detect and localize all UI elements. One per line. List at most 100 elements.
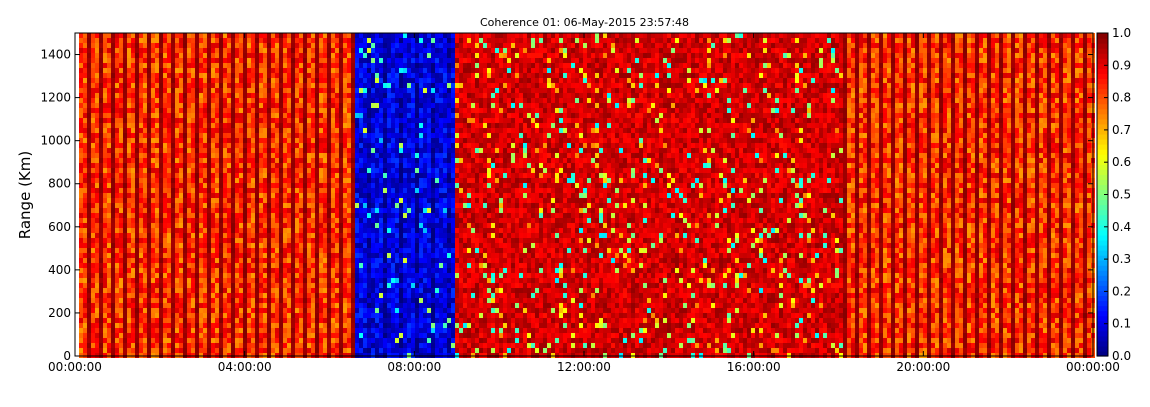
heatmap-cell xyxy=(307,338,311,343)
heatmap-cell xyxy=(295,38,299,43)
heatmap-cell xyxy=(323,163,327,168)
heatmap-cell xyxy=(215,338,219,343)
heatmap-cell xyxy=(155,93,159,98)
heatmap-cell xyxy=(199,298,203,303)
heatmap-cell xyxy=(187,238,191,243)
heatmap-cell xyxy=(339,63,343,68)
heatmap-cell xyxy=(95,73,99,78)
heatmap-cell xyxy=(343,338,347,343)
heatmap-cell xyxy=(379,198,383,203)
heatmap-cell xyxy=(163,38,167,43)
heatmap-cell xyxy=(123,263,127,268)
heatmap-cell xyxy=(107,168,111,173)
heatmap-cell xyxy=(163,83,167,88)
heatmap-cell xyxy=(211,303,215,308)
heatmap-cell xyxy=(207,43,211,48)
heatmap-cell xyxy=(311,113,315,118)
heatmap-cell xyxy=(359,328,363,333)
heatmap-cell xyxy=(279,93,283,98)
heatmap-cell xyxy=(167,193,171,198)
heatmap-cell xyxy=(179,78,183,83)
heatmap-cell xyxy=(315,178,319,183)
heatmap-cell xyxy=(319,333,323,338)
heatmap-cell xyxy=(279,248,283,253)
heatmap-cell xyxy=(235,38,239,43)
heatmap-cell xyxy=(135,38,139,43)
heatmap-cell xyxy=(175,178,179,183)
heatmap-cell xyxy=(219,198,223,203)
heatmap-cell xyxy=(191,98,195,103)
heatmap-cell xyxy=(199,333,203,338)
heatmap-cell xyxy=(115,178,119,183)
heatmap-cell xyxy=(151,288,155,293)
heatmap-cell xyxy=(79,33,83,38)
heatmap-cell xyxy=(347,198,351,203)
heatmap-cell xyxy=(343,178,347,183)
heatmap-cell xyxy=(223,118,227,123)
heatmap-cell xyxy=(223,63,227,68)
heatmap-cell xyxy=(287,143,291,148)
heatmap-cell xyxy=(211,258,215,263)
heatmap-cell xyxy=(131,303,135,308)
heatmap-cell xyxy=(379,233,383,238)
heatmap-cell xyxy=(247,53,251,58)
heatmap-cell xyxy=(319,253,323,258)
heatmap-cell xyxy=(319,258,323,263)
heatmap-cell xyxy=(239,338,243,343)
heatmap-cell xyxy=(207,113,211,118)
heatmap-cell xyxy=(159,293,163,298)
heatmap-cell xyxy=(215,53,219,58)
heatmap-cell xyxy=(203,233,207,238)
heatmap-cell xyxy=(347,183,351,188)
heatmap-cell xyxy=(343,308,347,313)
heatmap-cell xyxy=(239,118,243,123)
heatmap-cell xyxy=(379,273,383,278)
heatmap-cell xyxy=(211,68,215,73)
heatmap-cell xyxy=(355,348,359,353)
heatmap-cell xyxy=(179,233,183,238)
heatmap-cell xyxy=(207,163,211,168)
heatmap-cell xyxy=(335,228,339,233)
heatmap-cell xyxy=(367,193,371,198)
heatmap-cell xyxy=(291,273,295,278)
heatmap-cell xyxy=(379,303,383,308)
heatmap-cell xyxy=(319,93,323,98)
heatmap-cell xyxy=(183,283,187,288)
heatmap-cell xyxy=(339,313,343,318)
heatmap-cell xyxy=(335,248,339,253)
heatmap-cell xyxy=(283,78,287,83)
heatmap-cell xyxy=(155,233,159,238)
heatmap-cell xyxy=(107,273,111,278)
heatmap-cell xyxy=(83,338,87,343)
heatmap-cell xyxy=(187,168,191,173)
heatmap-cell xyxy=(331,118,335,123)
heatmap-cell xyxy=(147,68,151,73)
heatmap-cell xyxy=(319,138,323,143)
heatmap-cell xyxy=(111,63,115,68)
heatmap-cell xyxy=(347,248,351,253)
heatmap-cell xyxy=(95,43,99,48)
heatmap-cell xyxy=(91,288,95,293)
heatmap-cell xyxy=(223,98,227,103)
heatmap-cell xyxy=(95,118,99,123)
heatmap-cell xyxy=(127,198,131,203)
heatmap-cell xyxy=(175,168,179,173)
heatmap-cell xyxy=(131,88,135,93)
heatmap-cell xyxy=(331,228,335,233)
heatmap-cell xyxy=(143,163,147,168)
heatmap-cell xyxy=(203,63,207,68)
heatmap-cell xyxy=(283,323,287,328)
heatmap-cell xyxy=(147,333,151,338)
heatmap-cell xyxy=(359,203,363,208)
heatmap-cell xyxy=(295,303,299,308)
heatmap-cell xyxy=(187,208,191,213)
heatmap-cell xyxy=(351,258,355,263)
heatmap-cell xyxy=(379,218,383,223)
heatmap-cell xyxy=(263,93,267,98)
heatmap-cell xyxy=(239,283,243,288)
heatmap-cell xyxy=(207,178,211,183)
heatmap-cell xyxy=(231,208,235,213)
heatmap-cell xyxy=(223,158,227,163)
heatmap-cell xyxy=(215,298,219,303)
heatmap-cell xyxy=(359,208,363,213)
